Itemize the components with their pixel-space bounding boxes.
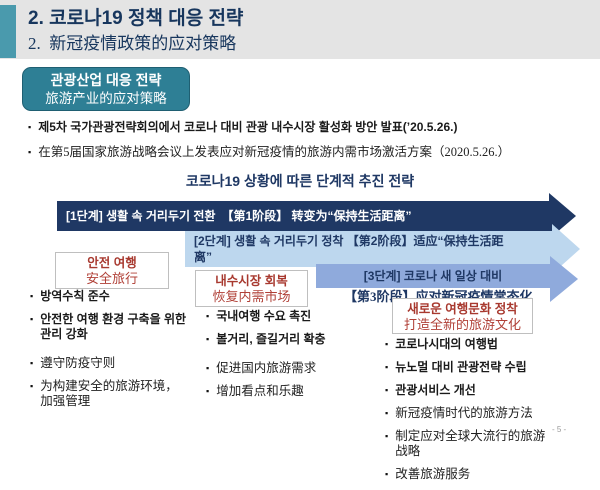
pillar-bullet-list: ▪ 코로나시대의 여행법 ▪ 뉴노멀 대비 관광전략 수립 ▪ 관광서비스 개선… (385, 337, 575, 490)
list-item: ▪ 增加看点和乐趣 (206, 384, 374, 399)
intro-bullet-text: 제5차 국가관광전략회의에서 코로나 대비 관광 내수시장 활성화 방안 발표(… (38, 120, 458, 134)
pillar-title-box: 내수시장 회복 恢复内需市场 (195, 270, 308, 307)
list-item: ▪ 뉴노멀 대비 관광전략 수립 (385, 360, 575, 375)
bullet-square-icon: ▪ (30, 314, 34, 324)
stage-3-arrow-body (316, 264, 550, 288)
list-item-text: 국내여행 수요 촉진 (216, 309, 312, 323)
list-item-text: 新冠疫情时代的旅游方法 (395, 406, 533, 420)
intro-bullet-chinese: ▪ 在第5届国家旅游战略会议上发表应对新冠疫情的旅游内需市场激活方案（2020.… (28, 145, 588, 160)
bullet-square-icon: ▪ (28, 147, 32, 157)
list-item: ▪ 방역수칙 준수 (30, 289, 208, 304)
list-item-text: 促进国内旅游需求 (216, 361, 317, 375)
list-item: ▪ 관광서비스 개선 (385, 383, 575, 398)
list-item: ▪ 新冠疫情时代的旅游方法 (385, 406, 575, 421)
badge-line-chinese: 旅游产业的应对策略 (45, 91, 167, 106)
list-item: ▪ 改善旅游服务 (385, 467, 575, 482)
badge-line-korean: 관광산업 대응 전략 (50, 72, 162, 88)
list-item-text: 增加看点和乐趣 (216, 384, 304, 398)
list-item: ▪ 국내여행 수요 촉진 (206, 309, 374, 324)
list-item-text: 制定应对全球大流行的旅游 战略 (395, 429, 546, 458)
section-heading: 코로나19 상황에 따른 단계적 추진 전략 (185, 173, 415, 189)
list-item-text: 为构建安全的旅游环境， 加强管理 (40, 379, 178, 408)
pillar-title-korean: 새로운 여행문화 정착 (407, 302, 518, 316)
list-item-text: 관광서비스 개선 (395, 383, 476, 397)
intro-bullet-list: ▪ 제5차 국가관광전략회의에서 코로나 대비 관광 내수시장 활성화 방안 발… (28, 120, 588, 170)
list-item-text: 볼거리, 즐길거리 확충 (216, 332, 326, 346)
bullet-square-icon: ▪ (206, 386, 210, 396)
pillar-title-korean: 내수시장 회복 (215, 274, 288, 288)
pillar-title-chinese: 恢复内需市场 (212, 289, 291, 304)
slide-title-chinese: 2. 新冠疫情政策的应对策略 (28, 34, 237, 53)
stage-3-arrowhead-icon (550, 256, 578, 302)
bullet-square-icon: ▪ (30, 291, 34, 301)
pillar-title-chinese: 打造全新的旅游文化 (403, 317, 521, 332)
list-item: ▪ 制定应对全球大流行的旅游 战略 (385, 429, 575, 459)
bullet-square-icon: ▪ (385, 469, 389, 479)
pillar-title-chinese: 安全旅行 (85, 271, 138, 286)
stage-3-label-korean: [3단계] 코로나 새 일상 대비 (363, 269, 503, 283)
pillar-bullet-list: ▪ 국내여행 수요 촉진 ▪ 볼거리, 즐길거리 확충 ▪ 促进国内旅游需求 ▪… (206, 309, 374, 407)
list-item-text: 안전한 여행 환경 구축을 위한 관리 강화 (40, 312, 187, 341)
bullet-square-icon: ▪ (385, 431, 389, 441)
stage-1-arrow-body (57, 201, 549, 231)
pillar-title-box: 새로운 여행문화 정착 打造全新的旅游文化 (392, 298, 533, 334)
stage-1-label: [1단계] 생활 속 거리두기 전환 【第1阶段】 转变为“保持生活距离” (66, 209, 412, 223)
list-item-text: 뉴노멀 대비 관광전략 수립 (395, 360, 527, 374)
list-item-text: 코로나시대의 여행법 (395, 337, 498, 351)
pillar-bullet-list: ▪ 방역수칙 준수 ▪ 안전한 여행 환경 구축을 위한 관리 강화 ▪ 遵守防… (30, 289, 208, 417)
bullet-square-icon: ▪ (206, 363, 210, 373)
intro-bullet-korean: ▪ 제5차 국가관광전략회의에서 코로나 대비 관광 내수시장 활성화 방안 발… (28, 120, 588, 135)
bullet-square-icon: ▪ (206, 311, 210, 321)
page-number: - 5 - (552, 425, 567, 434)
list-item: ▪ 促进国内旅游需求 (206, 361, 374, 376)
list-item: ▪ 为构建安全的旅游环境， 加强管理 (30, 379, 208, 409)
list-item: ▪ 볼거리, 즐길거리 확충 (206, 332, 374, 347)
stage-2-label: [2단계] 생활 속 거리두기 정착 【第2阶段】适应“保持生活距 离” (194, 234, 504, 264)
pillar-title-box: 안전 여행 安全旅行 (55, 252, 169, 289)
bullet-square-icon: ▪ (385, 408, 389, 418)
list-item: ▪ 코로나시대의 여행법 (385, 337, 575, 352)
bullet-square-icon: ▪ (30, 358, 34, 368)
bullet-square-icon: ▪ (385, 385, 389, 395)
list-item-text: 遵守防疫守则 (40, 356, 116, 370)
list-item-text: 改善旅游服务 (395, 467, 471, 481)
bullet-square-icon: ▪ (385, 339, 389, 349)
pillar-title-korean: 안전 여행 (87, 256, 137, 270)
slide-title-korean: 2. 코로나19 정책 대응 전략 (28, 8, 244, 29)
list-item-text: 방역수칙 준수 (40, 289, 110, 303)
list-item: ▪ 遵守防疫守则 (30, 356, 208, 371)
tourism-strategy-badge: 관광산업 대응 전략 旅游产业的应对策略 (22, 67, 190, 111)
header-accent-bar (0, 5, 16, 58)
intro-bullet-text: 在第5届国家旅游战略会议上发表应对新冠疫情的旅游内需市场激活方案（2020.5.… (38, 145, 511, 159)
slide-header: 2. 코로나19 정책 대응 전략 2. 新冠疫情政策的应对策略 (0, 0, 600, 59)
list-item: ▪ 안전한 여행 환경 구축을 위한 관리 강화 (30, 312, 208, 342)
bullet-square-icon: ▪ (385, 362, 389, 372)
bullet-square-icon: ▪ (206, 334, 210, 344)
stage-2-arrow-body (185, 231, 552, 267)
bullet-square-icon: ▪ (30, 381, 34, 391)
bullet-square-icon: ▪ (28, 122, 32, 132)
